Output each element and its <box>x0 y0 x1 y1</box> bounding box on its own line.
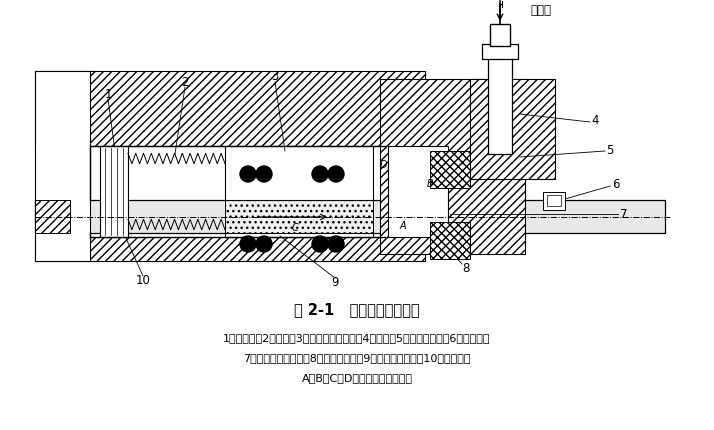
Bar <box>35 237 425 261</box>
Text: 2: 2 <box>181 75 188 88</box>
Bar <box>470 80 555 180</box>
Text: 4: 4 <box>591 113 599 126</box>
Circle shape <box>312 166 328 183</box>
Bar <box>488 55 512 155</box>
Text: 10: 10 <box>136 273 151 286</box>
Circle shape <box>240 166 256 183</box>
Text: C: C <box>291 222 298 233</box>
Text: A: A <box>400 221 406 230</box>
Bar <box>225 200 373 233</box>
Bar <box>547 196 561 206</box>
Bar <box>380 80 525 255</box>
Text: 冲洗液: 冲洗液 <box>530 3 551 16</box>
Text: B: B <box>427 178 433 189</box>
Text: 1一弹簧座；2一弹簧；3一旋转环（动环）；4一压盖；5一静环密封圈；6一防转销；: 1一弹簧座；2一弹簧；3一旋转环（动环）；4一压盖；5一静环密封圈；6一防转销； <box>223 332 491 342</box>
Bar <box>35 200 665 233</box>
Text: 7一静止环（静环）；8一动环密封圈；9一轴（或轴套）；10一紧定螺钉: 7一静止环（静环）；8一动环密封圈；9一轴（或轴套）；10一紧定螺钉 <box>243 352 471 362</box>
Text: 7: 7 <box>620 208 628 221</box>
Circle shape <box>256 166 272 183</box>
Bar <box>35 72 425 147</box>
Text: 9: 9 <box>331 275 338 288</box>
Bar <box>225 233 373 237</box>
Circle shape <box>312 237 328 252</box>
Text: 图 2-1   机械密封结构原理: 图 2-1 机械密封结构原理 <box>294 302 420 317</box>
Bar <box>225 147 373 200</box>
Bar <box>482 45 518 60</box>
Bar <box>35 200 70 233</box>
Text: 5: 5 <box>606 143 614 156</box>
Circle shape <box>240 237 256 252</box>
Bar <box>388 147 448 237</box>
Text: A，B，C，D一密封部位（通道）: A，B，C，D一密封部位（通道） <box>301 372 413 382</box>
Bar <box>543 193 565 211</box>
Text: D: D <box>379 160 387 169</box>
Bar <box>490 25 510 47</box>
Text: 6: 6 <box>612 178 620 191</box>
Circle shape <box>328 237 344 252</box>
Bar <box>430 222 470 259</box>
Text: 1: 1 <box>104 88 112 101</box>
Bar <box>35 72 90 261</box>
Circle shape <box>328 166 344 183</box>
Bar <box>100 147 128 237</box>
Text: 8: 8 <box>462 261 470 274</box>
Text: 3: 3 <box>271 71 278 83</box>
Circle shape <box>256 237 272 252</box>
Bar <box>430 152 470 189</box>
